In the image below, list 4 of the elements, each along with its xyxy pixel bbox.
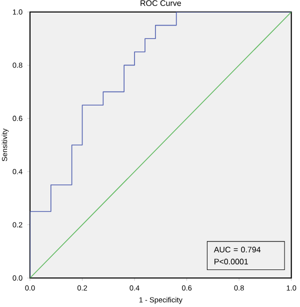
line-series xyxy=(30,12,292,278)
chart-title: ROC Curve xyxy=(140,0,181,6)
annotation: P<0.0001 xyxy=(214,258,248,264)
annotation: AUC = 0.794 xyxy=(214,246,261,252)
